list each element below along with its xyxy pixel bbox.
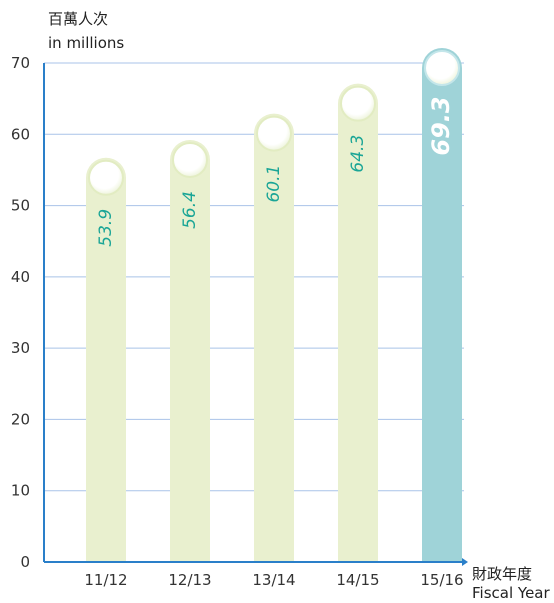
bar-top-bubble-13/14 (256, 115, 292, 152)
data-label-11/12: 53.9 (96, 209, 116, 247)
bar-top-bubble-15/16 (424, 49, 460, 86)
y-tick-label-70: 70 (11, 54, 30, 72)
y-tick-label-0: 0 (20, 553, 30, 571)
data-label-13/14: 60.1 (264, 165, 284, 203)
bar-11/12 (86, 157, 126, 562)
x-tick-label-12/13: 12/13 (168, 571, 211, 589)
y-tick-label-40: 40 (11, 268, 30, 286)
bar-top-bubble-11/12 (88, 159, 124, 196)
data-label-12/13: 56.4 (180, 191, 200, 229)
data-label-15/16: 69.3 (427, 96, 455, 155)
y-tick-label-50: 50 (11, 197, 30, 215)
y-axis-title-english: in millions (48, 34, 125, 52)
x-tick-label-13/14: 13/14 (252, 571, 295, 589)
x-axis-arrow (462, 558, 468, 566)
y-tick-label-60: 60 (11, 125, 30, 143)
x-axis-title-chinese: 財政年度 (472, 565, 533, 583)
bar-top-bubble-12/13 (172, 141, 208, 178)
x-tick-label-11/12: 11/12 (84, 571, 127, 589)
x-axis-title-english: Fiscal Year (472, 584, 550, 602)
data-label-14/15: 64.3 (348, 135, 368, 173)
bar-14/15 (338, 83, 378, 562)
y-axis-title-chinese: 百萬人次 (48, 10, 109, 28)
bar-13/14 (254, 113, 294, 562)
x-tick-label-14/15: 14/15 (336, 571, 379, 589)
y-tick-label-30: 30 (11, 339, 30, 357)
y-tick-label-20: 20 (11, 410, 30, 428)
x-tick-label-15/16: 15/16 (420, 571, 463, 589)
bar-15/16 (422, 47, 462, 563)
bar-12/13 (170, 139, 210, 562)
bar-top-bubble-14/15 (340, 85, 376, 122)
y-tick-label-10: 10 (11, 482, 30, 500)
